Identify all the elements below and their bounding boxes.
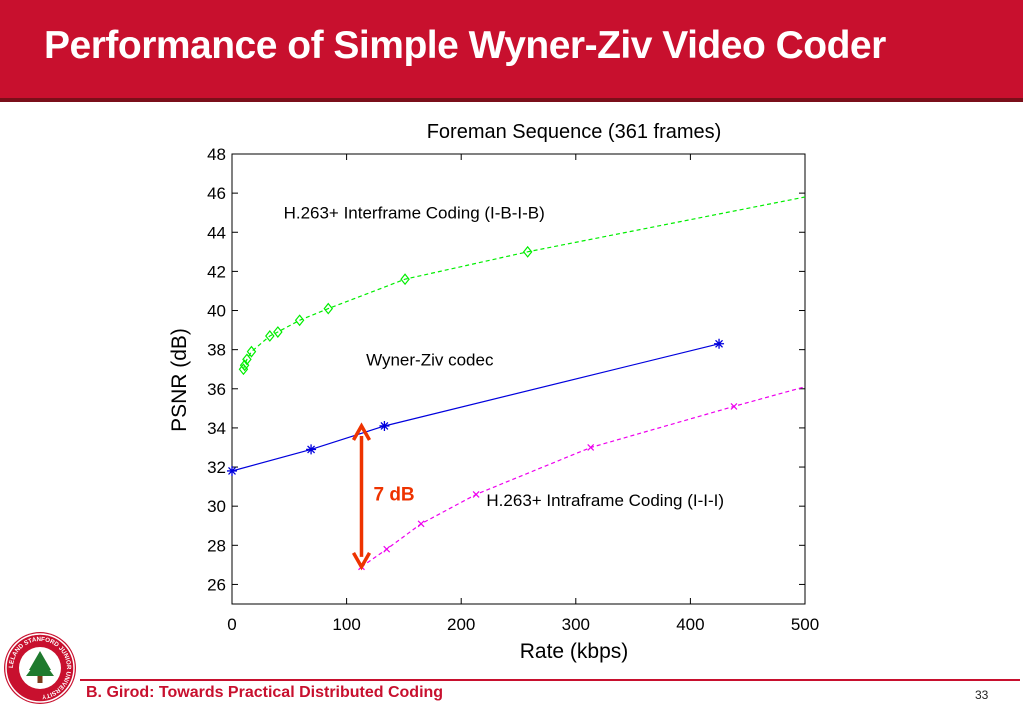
y-tick-label: 36	[207, 380, 226, 399]
series-annotation: H.263+ Interframe Coding (I-B-I-B)	[284, 204, 545, 223]
x-tick-label: 400	[676, 615, 704, 634]
y-tick-label: 32	[207, 458, 226, 477]
y-tick-label: 44	[207, 223, 226, 242]
x-tick-label: 200	[447, 615, 475, 634]
series-annotation: H.263+ Intraframe Coding (I-I-I)	[486, 491, 724, 510]
data-point	[730, 402, 738, 410]
arrow-head-top	[351, 422, 372, 441]
data-point	[472, 491, 480, 498]
difference-arrow: 7 dB	[351, 422, 415, 571]
plot-frame	[231, 153, 806, 605]
data-point	[294, 314, 305, 327]
x-tick-label: 100	[332, 615, 360, 634]
data-point	[227, 465, 237, 476]
data-point	[379, 420, 390, 431]
series-annotation: Wyner-Ziv codec	[366, 350, 494, 369]
data-point	[246, 345, 257, 358]
footer-divider	[80, 679, 1020, 681]
y-tick-label: 30	[207, 497, 226, 516]
slide-title: Performance of Simple Wyner-Ziv Video Co…	[44, 24, 886, 67]
y-tick-label: 26	[207, 575, 226, 594]
title-bar: Performance of Simple Wyner-Ziv Video Co…	[0, 0, 1023, 102]
data-point	[400, 273, 410, 286]
data-point	[273, 326, 283, 339]
data-point	[383, 545, 391, 553]
page-number: 33	[975, 688, 989, 702]
x-tick-label: 0	[227, 615, 236, 634]
series-line	[361, 386, 806, 568]
data-point	[265, 329, 275, 342]
y-tick-label: 48	[207, 145, 226, 164]
data-point	[417, 520, 425, 528]
arrow-head-bottom	[351, 551, 372, 571]
footer-text: B. Girod: Towards Practical Distributed …	[86, 684, 444, 701]
x-tick-label: 300	[562, 615, 590, 634]
data-point	[587, 444, 595, 451]
data-point	[714, 338, 725, 349]
y-tick-label: 28	[207, 536, 226, 555]
y-tick-label: 46	[207, 184, 226, 203]
data-point	[306, 444, 317, 455]
series-0	[238, 196, 806, 376]
x-axis-label: Rate (kbps)	[520, 640, 629, 663]
data-point	[522, 245, 533, 258]
y-tick-label: 34	[207, 419, 226, 438]
university-seal-icon: LELAND STANFORD JUNIOR UNIVERSITY	[4, 632, 76, 704]
series-line	[231, 343, 720, 472]
x-tick-label: 500	[791, 615, 819, 634]
y-axis-label: PSNR (dB)	[168, 328, 191, 432]
data-point	[323, 302, 334, 315]
series-2	[358, 386, 806, 571]
y-tick-label: 42	[207, 262, 226, 281]
difference-label: 7 dB	[373, 484, 414, 505]
y-tick-label: 38	[207, 341, 226, 360]
chart-title: Foreman Sequence (361 frames)	[427, 121, 722, 143]
series-1	[227, 338, 725, 476]
y-tick-label: 40	[207, 302, 226, 321]
data-point	[242, 353, 252, 366]
